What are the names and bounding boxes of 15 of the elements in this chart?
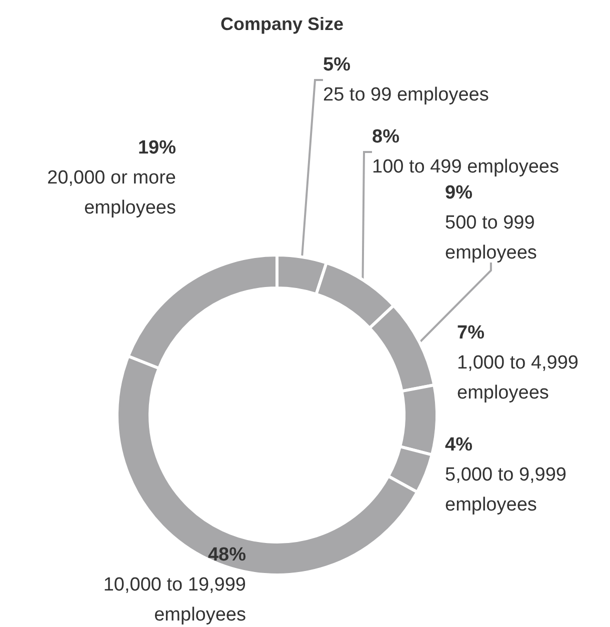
slice-label: 20,000 or more employees bbox=[47, 168, 176, 218]
slice-label: 500 to 999 employees bbox=[445, 212, 537, 264]
data-label: 19% bbox=[138, 138, 176, 158]
data-label: 4% bbox=[445, 434, 473, 456]
slice-label: 5,000 to 9,999 employees bbox=[445, 464, 566, 516]
chart-title: Company Size bbox=[220, 14, 344, 34]
slice-label: 25 to 99 employees bbox=[323, 84, 489, 106]
data-label: 5% bbox=[323, 54, 351, 76]
slice-label: 10,000 to 19,999 employees bbox=[103, 574, 246, 626]
data-label: 8% bbox=[372, 126, 400, 148]
data-label: 7% bbox=[457, 322, 485, 344]
data-label: 48% bbox=[208, 544, 246, 566]
data-label: 9% bbox=[445, 182, 473, 204]
slice-label: 1,000 to 4,999 employees bbox=[457, 352, 578, 404]
slice-label: 100 to 499 employees bbox=[372, 156, 559, 178]
